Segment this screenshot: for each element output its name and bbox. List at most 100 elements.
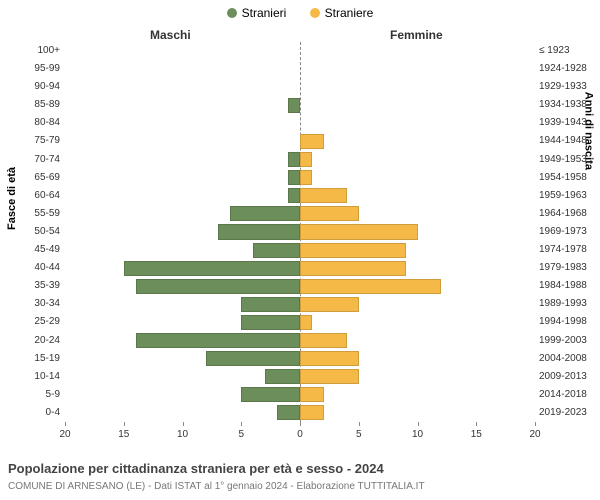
pyramid-row: 30-341989-1993 — [65, 295, 535, 313]
pyramid-row: 90-941929-1933 — [65, 78, 535, 96]
pyramid-row: 65-691954-1958 — [65, 169, 535, 187]
age-label: 65-69 — [20, 169, 60, 187]
bar-male — [136, 333, 301, 348]
x-tick — [241, 422, 242, 426]
bar-female — [300, 152, 312, 167]
age-label: 0-4 — [20, 404, 60, 422]
column-header-left: Maschi — [150, 28, 191, 42]
age-label: 60-64 — [20, 187, 60, 205]
bar-female — [300, 351, 359, 366]
bar-female — [300, 261, 406, 276]
legend-swatch-male — [227, 8, 237, 18]
pyramid-row: 55-591964-1968 — [65, 205, 535, 223]
bar-female — [300, 315, 312, 330]
pyramid-row: 80-841939-1943 — [65, 114, 535, 132]
plot-area: 100+≤ 192395-991924-192890-941929-193385… — [65, 42, 535, 422]
bar-male — [288, 98, 300, 113]
x-tick — [359, 422, 360, 426]
age-label: 50-54 — [20, 223, 60, 241]
age-label: 100+ — [20, 42, 60, 60]
pyramid-row: 25-291994-1998 — [65, 313, 535, 331]
birth-year-label: 1994-1998 — [539, 313, 593, 331]
birth-year-label: 1979-1983 — [539, 259, 593, 277]
pyramid-row: 95-991924-1928 — [65, 60, 535, 78]
bar-male — [241, 297, 300, 312]
x-tick-label: 10 — [412, 429, 423, 440]
legend-label-female: Straniere — [325, 6, 374, 20]
x-tick-label: 5 — [238, 429, 244, 440]
pyramid-row: 60-641959-1963 — [65, 187, 535, 205]
x-tick-label: 0 — [297, 429, 303, 440]
bar-male — [206, 351, 300, 366]
birth-year-label: 1959-1963 — [539, 187, 593, 205]
x-tick — [418, 422, 419, 426]
birth-year-label: 1964-1968 — [539, 205, 593, 223]
bar-female — [300, 206, 359, 221]
x-tick-label: 10 — [177, 429, 188, 440]
age-label: 70-74 — [20, 151, 60, 169]
birth-year-label: 2014-2018 — [539, 386, 593, 404]
bar-male — [241, 315, 300, 330]
column-header-right: Femmine — [390, 28, 443, 42]
pyramid-row: 70-741949-1953 — [65, 151, 535, 169]
bar-male — [253, 243, 300, 258]
birth-year-label: 2009-2013 — [539, 368, 593, 386]
bar-male — [288, 152, 300, 167]
bar-male — [277, 405, 301, 420]
birth-year-label: 1974-1978 — [539, 241, 593, 259]
bar-female — [300, 224, 418, 239]
x-tick — [300, 422, 301, 426]
bar-male — [288, 188, 300, 203]
bar-male — [265, 369, 300, 384]
legend-swatch-female — [310, 8, 320, 18]
birth-year-label: 1944-1948 — [539, 132, 593, 150]
bar-female — [300, 243, 406, 258]
birth-year-label: 1924-1928 — [539, 60, 593, 78]
age-label: 35-39 — [20, 277, 60, 295]
y-axis-left-title: Fasce di età — [6, 167, 18, 230]
x-tick-label: 20 — [59, 429, 70, 440]
pyramid-row: 85-891934-1938 — [65, 96, 535, 114]
x-tick — [183, 422, 184, 426]
birth-year-label: 1969-1973 — [539, 223, 593, 241]
x-tick — [535, 422, 536, 426]
age-label: 80-84 — [20, 114, 60, 132]
age-label: 15-19 — [20, 350, 60, 368]
legend-item-female: Straniere — [310, 6, 374, 20]
pyramid-row: 5-92014-2018 — [65, 386, 535, 404]
age-label: 25-29 — [20, 313, 60, 331]
age-label: 10-14 — [20, 368, 60, 386]
x-tick-label: 20 — [529, 429, 540, 440]
bar-male — [136, 279, 301, 294]
birth-year-label: 1999-2003 — [539, 332, 593, 350]
age-label: 85-89 — [20, 96, 60, 114]
age-label: 95-99 — [20, 60, 60, 78]
pyramid-row: 20-241999-2003 — [65, 332, 535, 350]
bar-female — [300, 369, 359, 384]
bar-male — [124, 261, 300, 276]
bar-female — [300, 333, 347, 348]
age-label: 5-9 — [20, 386, 60, 404]
age-label: 45-49 — [20, 241, 60, 259]
age-label: 30-34 — [20, 295, 60, 313]
x-tick — [65, 422, 66, 426]
bar-female — [300, 405, 324, 420]
bar-male — [230, 206, 301, 221]
footer-subtitle: COMUNE DI ARNESANO (LE) - Dati ISTAT al … — [8, 481, 425, 492]
bar-female — [300, 188, 347, 203]
bar-female — [300, 279, 441, 294]
pyramid-row: 45-491974-1978 — [65, 241, 535, 259]
age-label: 20-24 — [20, 332, 60, 350]
bar-female — [300, 297, 359, 312]
x-tick-label: 15 — [471, 429, 482, 440]
x-tick — [476, 422, 477, 426]
pyramid-row: 35-391984-1988 — [65, 277, 535, 295]
pyramid-row: 100+≤ 1923 — [65, 42, 535, 60]
bar-male — [241, 387, 300, 402]
legend-item-male: Stranieri — [227, 6, 287, 20]
pyramid-row: 0-42019-2023 — [65, 404, 535, 422]
age-label: 90-94 — [20, 78, 60, 96]
x-tick-label: 15 — [118, 429, 129, 440]
birth-year-label: 1934-1938 — [539, 96, 593, 114]
age-label: 55-59 — [20, 205, 60, 223]
